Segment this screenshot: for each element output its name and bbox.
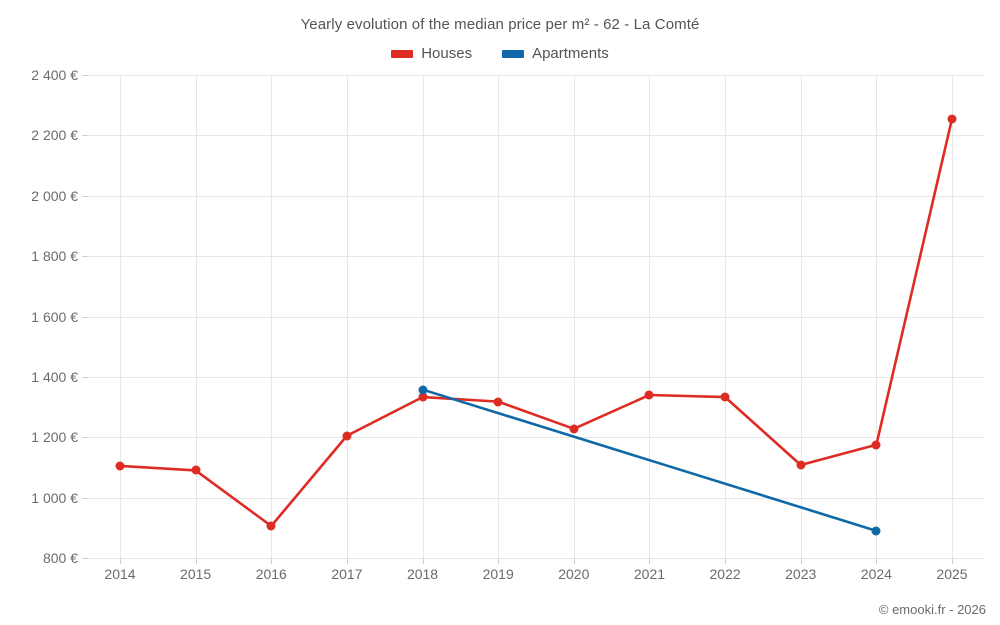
y-axis-tick-label: 1 200 € [31,429,78,446]
x-axis-tick-label: 2025 [936,566,968,582]
x-axis-tick-label: 2023 [785,566,817,582]
gridline-vertical [800,75,802,558]
x-axis-tick-label: 2024 [860,566,892,582]
gridline-vertical [876,75,878,558]
x-axis-tick-mark [952,558,953,564]
legend-swatch-apartments [502,49,525,58]
y-axis-tick-mark [82,195,88,197]
y-axis-tick-mark [82,558,88,559]
y-axis-tick-label: 1 000 € [31,489,78,506]
y-axis-tick-mark [82,376,88,378]
x-axis-tick-mark [800,558,802,564]
x-axis-tick-label: 2019 [482,566,514,582]
x-axis-tick-label: 2022 [709,566,741,582]
x-axis-tick-mark [498,558,500,564]
gridline-horizontal [88,135,985,137]
gridline-horizontal [88,437,985,439]
y-axis-tick-label: 1 600 € [31,308,78,325]
legend-label-houses: Houses [421,45,473,62]
gridline-horizontal [88,75,985,76]
data-point-houses-2024[interactable] [871,440,881,450]
gridline-horizontal [88,256,985,258]
x-axis-tick-mark [725,558,727,564]
x-axis-tick-label: 2017 [331,566,363,582]
x-axis-tick-mark [422,558,424,564]
y-axis-tick-mark [82,497,88,499]
data-point-houses-2019[interactable] [493,397,503,407]
data-point-apartments-2018[interactable] [418,385,428,395]
gridline-vertical [498,75,500,558]
data-point-houses-2025[interactable] [947,114,957,124]
gridline-vertical [725,75,727,558]
y-axis-tick-mark [82,256,88,258]
legend-label-apartments: Apartments [532,45,609,62]
x-axis-tick-label: 2015 [180,566,212,582]
data-point-houses-2016[interactable] [266,521,276,531]
x-axis-tick-mark [649,558,651,564]
data-point-houses-2017[interactable] [342,431,352,441]
gridline-vertical [422,75,424,558]
gridline-vertical [271,75,273,558]
data-point-houses-2014[interactable] [115,461,125,471]
data-point-houses-2015[interactable] [191,465,201,475]
data-point-houses-2018[interactable] [418,392,428,402]
data-point-houses-2021[interactable] [644,390,654,400]
gridline-vertical [346,75,348,558]
x-axis-tick-label: 2021 [633,566,666,582]
x-axis-tick-mark [120,558,121,564]
gridline-horizontal [88,316,985,318]
gridline-horizontal [88,497,985,499]
x-axis-tick-mark [573,558,575,564]
gridline-vertical [573,75,575,558]
x-axis-tick-mark [271,558,273,564]
y-axis-tick-label: 2 400 € [31,67,78,83]
data-point-houses-2023[interactable] [796,460,806,470]
data-point-apartments-2024[interactable] [871,526,881,536]
y-axis-tick-mark [82,135,88,137]
gridline-vertical [120,75,121,558]
x-axis-tick-mark [346,558,348,564]
x-axis-tick-label: 2014 [104,566,136,582]
x-axis-tick-mark [195,558,197,564]
y-axis-tick-mark [82,316,88,318]
y-axis-tick-label: 2 200 € [31,127,78,144]
data-point-houses-2022[interactable] [720,392,730,402]
y-axis-tick-label: 2 000 € [31,187,78,204]
gridline-vertical [952,75,953,558]
chart-legend: Houses Apartments [0,45,1000,62]
x-axis-tick-label: 2020 [558,566,590,582]
y-axis-tick-mark [82,75,88,76]
plot-area [88,75,985,559]
chart-title: Yearly evolution of the median price per… [300,16,700,33]
data-point-houses-2020[interactable] [569,424,579,434]
x-axis-tick-label: 2018 [406,566,439,582]
y-axis-tick-label: 800 € [42,550,78,566]
gridline-vertical [195,75,197,558]
footer-credit: © emooki.fr - 2026 [878,602,986,617]
y-axis-tick-label: 1 800 € [31,248,78,265]
y-axis-tick-label: 1 400 € [31,368,78,385]
gridline-horizontal [88,195,985,197]
gridline-vertical [649,75,651,558]
legend-item-apartments[interactable]: Apartments [502,45,609,62]
legend-swatch-houses [391,49,414,58]
x-axis-tick-mark [876,558,878,564]
gridline-horizontal [88,376,985,378]
x-axis-tick-label: 2016 [255,566,287,582]
legend-item-houses[interactable]: Houses [391,45,472,62]
y-axis-tick-mark [82,437,88,439]
gridline-horizontal [88,558,985,559]
